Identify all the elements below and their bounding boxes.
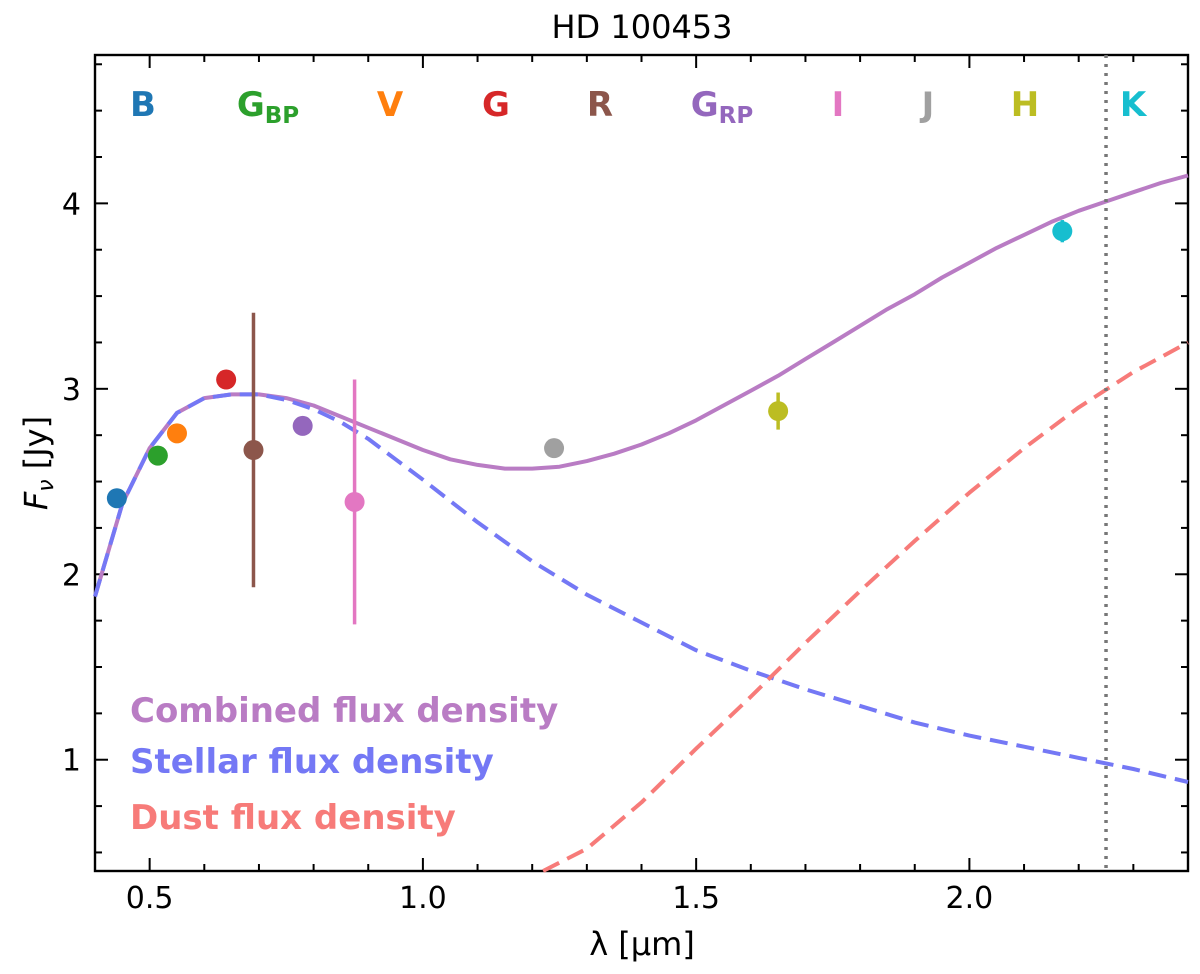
band-label: G bbox=[482, 85, 510, 125]
series-line-combined bbox=[93, 173, 1189, 598]
y-tick-label: 2 bbox=[62, 558, 81, 593]
x-tick-label: 1.5 bbox=[672, 881, 720, 916]
band-label-main: V bbox=[377, 85, 404, 125]
legend-dust: Dust flux density bbox=[130, 798, 456, 838]
band-label-main: G bbox=[482, 85, 510, 125]
y-axis-symbol: F bbox=[17, 491, 55, 510]
chart-title: HD 100453 bbox=[551, 8, 732, 46]
data-point bbox=[243, 440, 264, 461]
data-point bbox=[1052, 221, 1073, 242]
band-label: B bbox=[130, 85, 156, 125]
band-label-main: G bbox=[237, 85, 265, 125]
data-point bbox=[544, 438, 565, 459]
band-label: H bbox=[1011, 85, 1039, 125]
data-point bbox=[292, 415, 313, 436]
data-point bbox=[216, 369, 237, 390]
x-tick-label: 0.5 bbox=[126, 881, 174, 916]
y-tick-label: 3 bbox=[62, 373, 81, 408]
legend: Combined flux density Stellar flux densi… bbox=[130, 691, 558, 838]
data-point bbox=[768, 401, 789, 422]
data-point bbox=[106, 488, 127, 509]
band-label-main: H bbox=[1011, 85, 1039, 125]
band-label: V bbox=[377, 85, 404, 125]
data-point bbox=[147, 445, 168, 466]
band-label: K bbox=[1120, 85, 1148, 125]
series-line-stellar bbox=[93, 392, 1189, 784]
legend-stellar: Stellar flux density bbox=[130, 742, 494, 782]
band-label: GBP bbox=[237, 85, 299, 129]
y-tick-label: 4 bbox=[62, 187, 81, 222]
band-label: GRP bbox=[691, 85, 754, 129]
band-label-main: J bbox=[920, 85, 935, 125]
band-label: R bbox=[587, 85, 613, 125]
band-label-main: B bbox=[130, 85, 156, 125]
y-axis-subscript: ν bbox=[34, 479, 59, 491]
band-label: I bbox=[832, 85, 845, 125]
band-label: J bbox=[920, 85, 935, 125]
band-label-main: K bbox=[1120, 85, 1148, 125]
y-tick-label: 1 bbox=[62, 744, 81, 779]
axis-ticks: 0.5 1.0 1.5 2.0 1 2 3 4 bbox=[62, 55, 1189, 916]
legend-combined: Combined flux density bbox=[130, 691, 558, 731]
band-labels: B GBP V G R GRP I J H K bbox=[130, 85, 1148, 129]
y-axis-label: Fν [Jy] bbox=[17, 416, 59, 510]
band-label-subscript: RP bbox=[719, 103, 754, 129]
x-tick-label: 1.0 bbox=[399, 881, 447, 916]
y-axis-unit: [Jy] bbox=[17, 416, 55, 480]
data-point bbox=[344, 491, 365, 512]
band-label-subscript: BP bbox=[265, 103, 299, 129]
band-label-main: R bbox=[587, 85, 613, 125]
band-label-main: I bbox=[832, 85, 845, 125]
series-line-dust bbox=[542, 340, 1189, 873]
model-curves bbox=[93, 173, 1189, 873]
x-tick-label: 2.0 bbox=[946, 881, 994, 916]
band-label-main: G bbox=[691, 85, 719, 125]
x-axis-label: λ [μm] bbox=[589, 925, 695, 963]
photometry-points bbox=[106, 220, 1073, 625]
data-point bbox=[166, 423, 187, 444]
